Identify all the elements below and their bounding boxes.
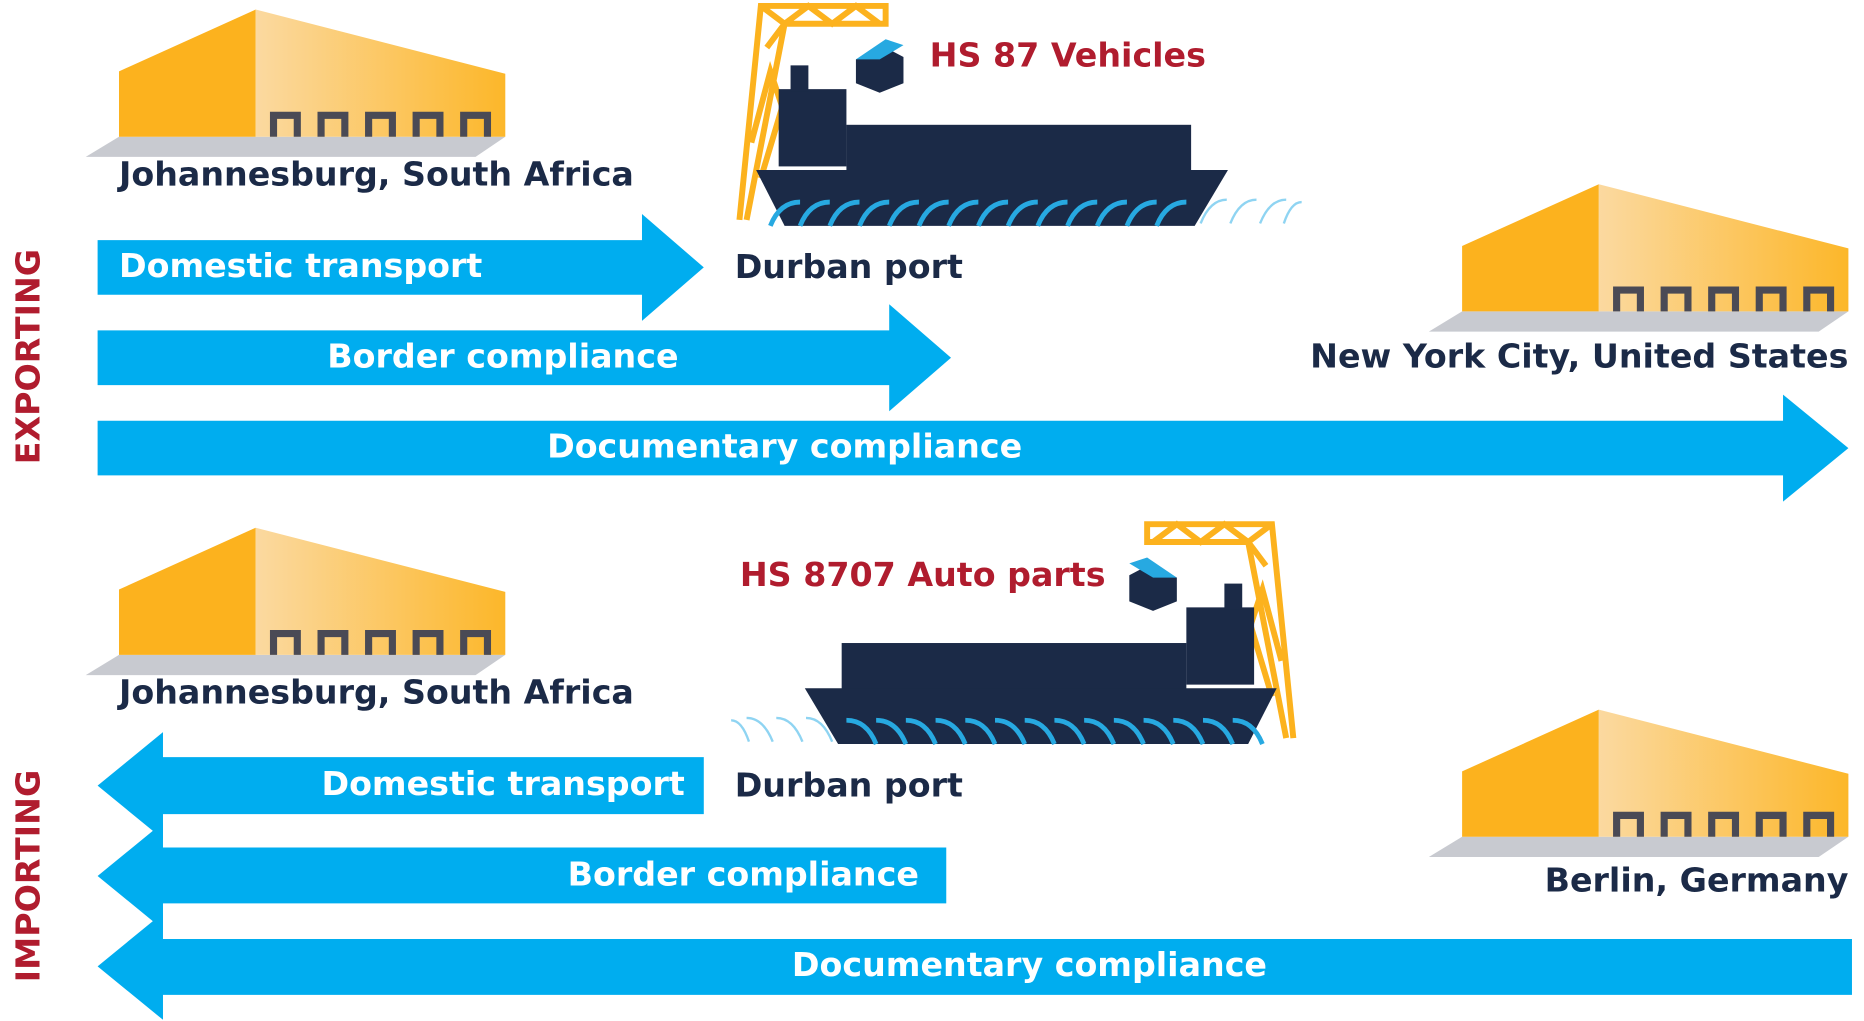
arrow bbox=[97, 912, 1852, 1020]
arrow bbox=[97, 213, 704, 321]
product-label: HS 8707 Auto parts bbox=[740, 555, 1106, 594]
destination-label: Berlin, Germany bbox=[1545, 860, 1849, 899]
arrow-label: Domestic transport bbox=[321, 764, 684, 803]
product-label: HS 87 Vehicles bbox=[930, 36, 1206, 75]
arrow-label: Documentary compliance bbox=[792, 945, 1267, 984]
port-label: Durban port bbox=[735, 247, 963, 286]
destination-warehouse bbox=[1429, 710, 1849, 857]
port-label: Durban port bbox=[735, 765, 963, 804]
arrow-label: Domestic transport bbox=[119, 246, 482, 285]
arrow bbox=[97, 732, 704, 840]
origin-label: Johannesburg, South Africa bbox=[117, 154, 634, 193]
origin-label: Johannesburg, South Africa bbox=[117, 673, 634, 712]
origin-warehouse bbox=[86, 10, 506, 157]
destination-label: New York City, United States bbox=[1310, 336, 1848, 375]
exporting-section: EXPORTING Johannesburg, South Africa HS … bbox=[8, 6, 1848, 502]
arrow bbox=[97, 394, 1849, 502]
importing-section: IMPORTING Johannesburg, South Africa HS … bbox=[8, 524, 1852, 1020]
arrow bbox=[97, 304, 952, 412]
origin-warehouse bbox=[86, 528, 506, 675]
arrow-label: Documentary compliance bbox=[547, 427, 1022, 466]
arrow-label: Border compliance bbox=[327, 336, 678, 375]
arrow-label: Border compliance bbox=[568, 854, 919, 893]
section-label: IMPORTING bbox=[8, 770, 47, 982]
destination-warehouse bbox=[1429, 184, 1849, 331]
arrow bbox=[97, 822, 947, 930]
section-label: EXPORTING bbox=[8, 249, 47, 464]
